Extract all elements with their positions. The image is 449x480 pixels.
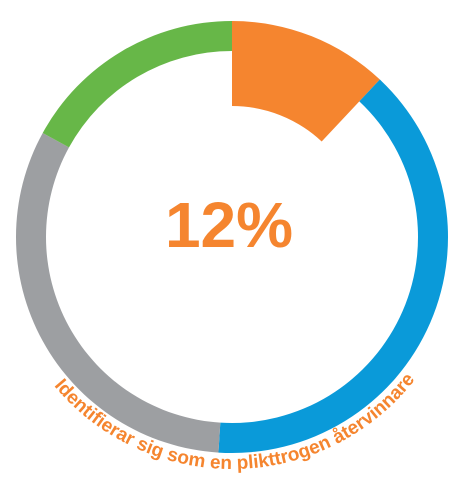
slices [15, 21, 448, 453]
center-value-label: 12% [165, 189, 293, 261]
slice [42, 21, 232, 148]
slice [15, 132, 221, 453]
slice [218, 79, 448, 453]
slice [232, 21, 380, 142]
